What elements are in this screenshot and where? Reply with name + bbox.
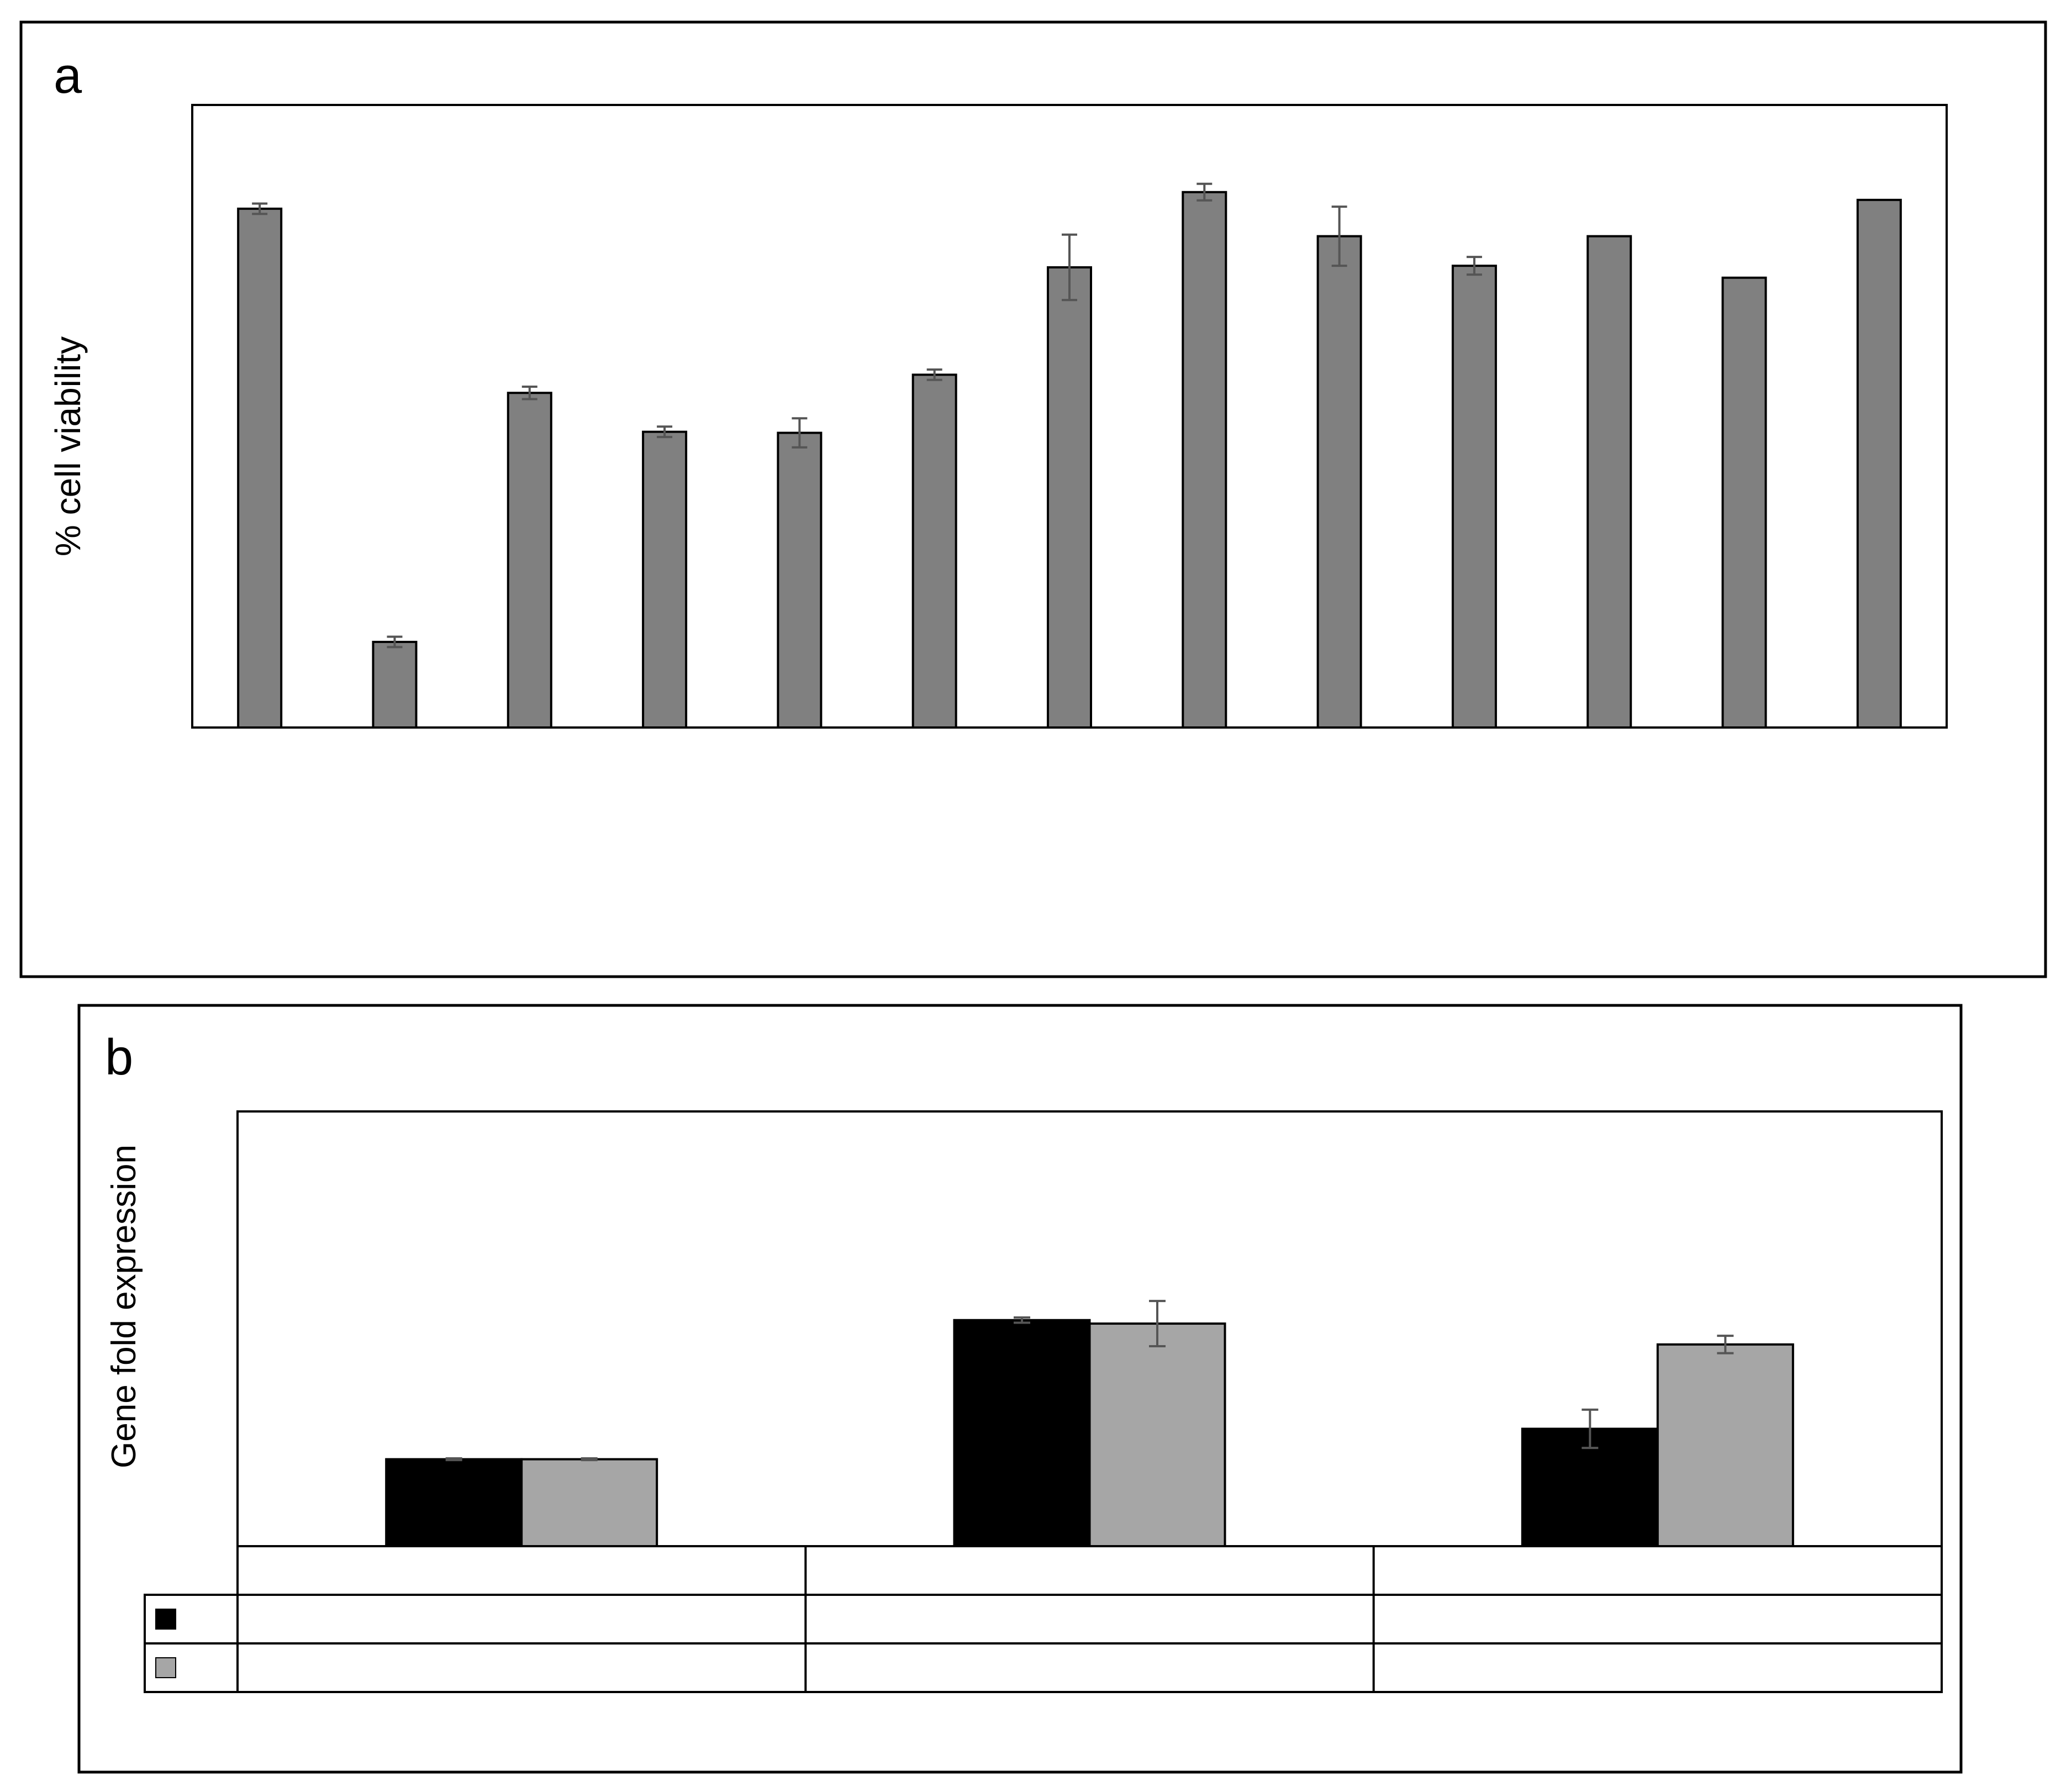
panel-b-bar-cb2 <box>520 1458 658 1548</box>
panel-b-y-axis-label: Gene fold expression <box>105 1145 143 1468</box>
panel-a-bar <box>507 392 552 729</box>
panel-a-error-bar <box>1466 256 1482 276</box>
panel-a-error-bar <box>1196 182 1213 202</box>
panel-a-bar <box>642 430 688 729</box>
panel-a-bar <box>1316 235 1362 729</box>
panel-a-bar <box>1721 276 1767 729</box>
panel-b-error-bar <box>1582 1408 1599 1450</box>
panel-b-bar-cb2 <box>1088 1322 1226 1547</box>
panel-a-error-bar <box>521 385 537 400</box>
panel-a-bar <box>237 207 283 729</box>
panel-a-y-axis-label: % cell viability <box>48 336 88 556</box>
panel-b-border <box>77 1004 1963 1774</box>
panel-b-bar-cb1 <box>953 1319 1091 1547</box>
panel-a-bar <box>1586 235 1632 729</box>
panel-a-error-bars <box>252 182 1482 649</box>
panel-b-error-bar <box>445 1457 462 1462</box>
panel-b-label: b <box>105 1029 133 1085</box>
panel-b-error-bar <box>1717 1335 1734 1354</box>
panel-a-bar <box>1047 266 1092 729</box>
panel-a-error-bar <box>1331 205 1347 267</box>
panel-a-bars <box>192 191 1947 729</box>
panel-b-table-header-row <box>236 1545 1943 1596</box>
panel-b-bar-cb2 <box>1656 1343 1794 1548</box>
panel-a-bar <box>1451 265 1497 729</box>
panel-a-bar <box>1182 191 1227 729</box>
panel-a-bar <box>911 373 957 729</box>
panel-a-bar <box>777 431 823 729</box>
panel-b-error-bars <box>445 1300 1734 1462</box>
panel-b-legend-swatch-cb1 <box>155 1609 176 1630</box>
panel-a-bar <box>372 641 418 729</box>
panel-b-data-table <box>144 1545 1943 1693</box>
panel-b: b Gene fold expression <box>77 1004 1963 1774</box>
panel-b-error-bar <box>581 1457 598 1462</box>
panel-b-error-bar <box>1014 1316 1030 1324</box>
panel-b-bar-cb1 <box>385 1458 523 1548</box>
panel-a-error-bar <box>1062 233 1077 302</box>
panel-a-error-bar <box>792 417 808 449</box>
panel-a-error-bar <box>926 368 942 381</box>
panel-a: a % cell viability <box>19 20 2047 978</box>
panel-a-bar <box>1856 198 1902 729</box>
panel-a-label: a <box>54 48 82 104</box>
panel-b-bars <box>238 1319 1942 1548</box>
panel-a-error-bar <box>657 425 673 439</box>
panel-b-legend-swatch-cb2 <box>155 1657 176 1678</box>
panel-a-error-bar <box>387 635 403 649</box>
panel-a-error-bar <box>252 202 268 215</box>
panel-b-error-bar <box>1149 1300 1166 1347</box>
panel-a-border <box>19 20 2047 978</box>
